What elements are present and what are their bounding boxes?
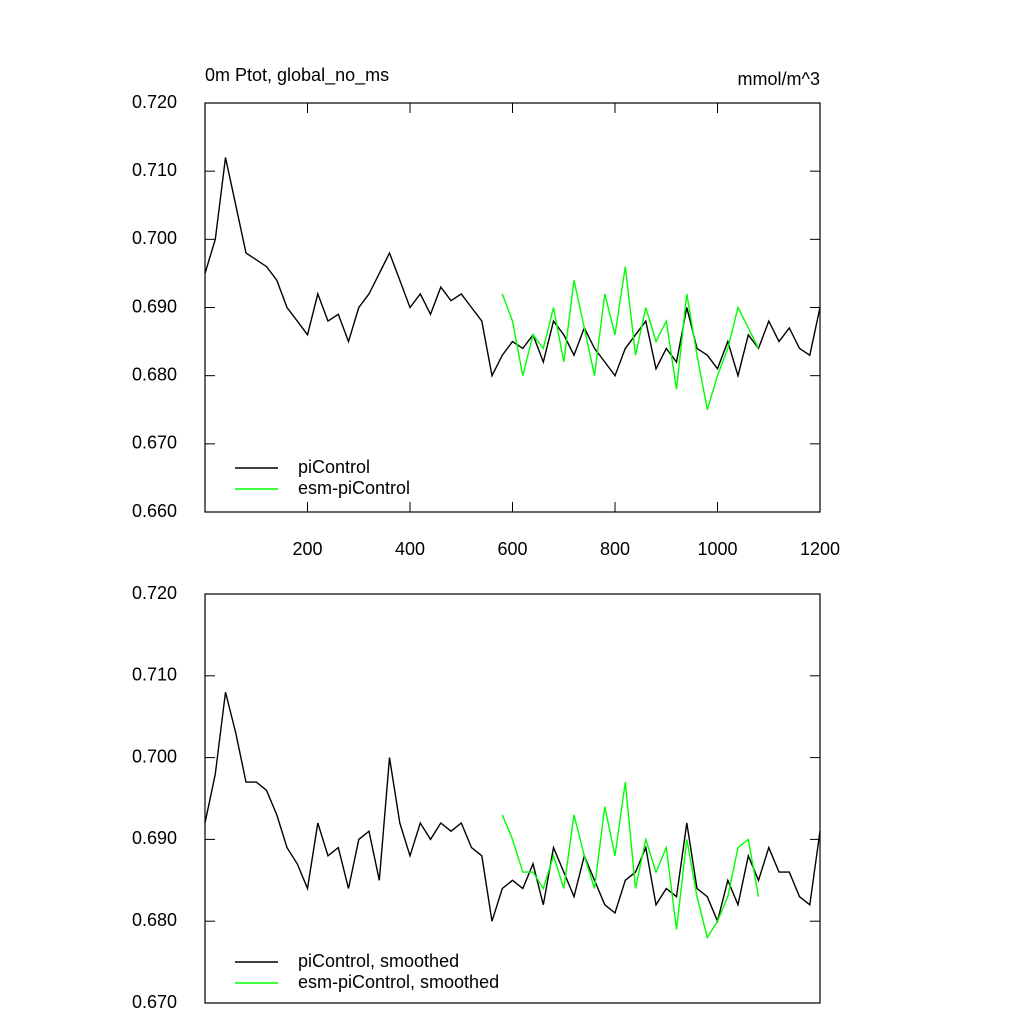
series-line xyxy=(204,692,821,924)
legend-label: esm-piControl xyxy=(298,478,410,498)
y-tick-label: 0.670 xyxy=(132,992,177,1012)
x-tick-label: 200 xyxy=(292,539,322,559)
y-tick-label: 0.710 xyxy=(132,160,177,180)
y-tick-label: 0.710 xyxy=(132,665,177,685)
x-tick-label: 600 xyxy=(497,539,527,559)
x-tick-label: 1000 xyxy=(697,539,737,559)
plot-frame xyxy=(204,102,821,513)
legend-label: esm-piControl, smoothed xyxy=(298,972,499,992)
y-tick-label: 0.690 xyxy=(132,296,177,316)
chart-title: 0m Ptot, global_no_ms xyxy=(205,65,389,86)
y-tick-label: 0.670 xyxy=(132,433,177,453)
legend-label: piControl, smoothed xyxy=(298,951,459,971)
x-tick-label: 400 xyxy=(395,539,425,559)
series-line xyxy=(501,266,760,410)
units-label: mmol/m^3 xyxy=(738,69,820,89)
x-tick-label: 1200 xyxy=(800,539,840,559)
y-tick-label: 0.660 xyxy=(132,501,177,521)
series-line xyxy=(204,157,821,379)
legend-label: piControl xyxy=(298,457,370,477)
y-tick-label: 0.700 xyxy=(132,746,177,766)
series-line xyxy=(501,782,760,940)
y-tick-label: 0.720 xyxy=(132,92,177,112)
y-tick-label: 0.690 xyxy=(132,828,177,848)
y-tick-label: 0.680 xyxy=(132,364,177,384)
y-tick-label: 0.680 xyxy=(132,910,177,930)
x-tick-label: 800 xyxy=(600,539,630,559)
plot-frame xyxy=(204,593,821,1004)
y-tick-label: 0.700 xyxy=(132,228,177,248)
y-tick-label: 0.720 xyxy=(132,583,177,603)
